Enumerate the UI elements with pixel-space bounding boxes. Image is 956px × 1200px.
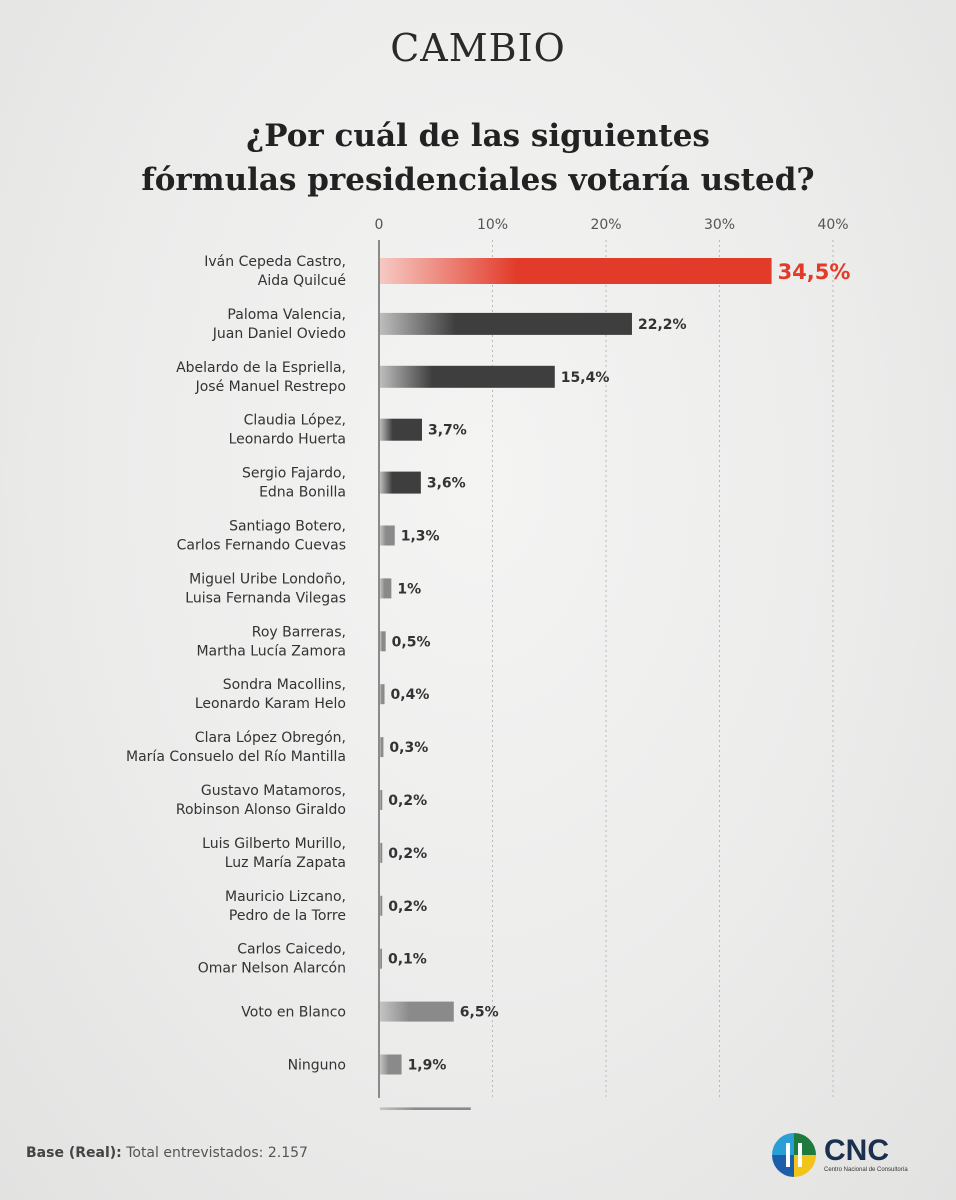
- bar-chart: 0 10% 20% 30% 40% 34,5% Iván Cepeda Castro, Aid…: [126, 217, 851, 1110]
- x-tick-label: 30%: [704, 217, 735, 233]
- category-label: Juan Daniel Oviedo: [212, 326, 346, 342]
- value-label: 1%: [397, 581, 421, 597]
- bar: [380, 895, 383, 916]
- bar: [380, 418, 422, 441]
- value-label: 34,5%: [778, 260, 851, 284]
- bar: [380, 948, 382, 969]
- category-label: Miguel Uribe Londoño,: [189, 571, 346, 587]
- value-label: 22,2%: [638, 317, 687, 333]
- bar: [380, 312, 632, 335]
- chart-title-line-2: fórmulas presidenciales votaría usted?: [141, 162, 815, 198]
- category-label: Luz María Zapata: [225, 855, 346, 871]
- value-label: 1,9%: [408, 1058, 447, 1074]
- cnc-logo: CNC Centro Nacional de Consultoría: [772, 1130, 908, 1180]
- chart-title-line-1: ¿Por cuál de las siguientes: [246, 118, 710, 154]
- cnc-logo-subtitle: Centro Nacional de Consultoría: [824, 1167, 908, 1173]
- category-label: Aida Quilcué: [258, 273, 346, 289]
- category-label: Leonardo Huerta: [229, 432, 346, 448]
- category-label: Mauricio Lizcano,: [225, 889, 346, 905]
- category-label: Santiago Botero,: [229, 519, 346, 535]
- value-label: 3,7%: [428, 423, 467, 439]
- category-label: Paloma Valencia,: [227, 307, 346, 323]
- value-label: 1,3%: [401, 529, 440, 545]
- bar: [380, 631, 386, 652]
- bar: [380, 258, 772, 284]
- bar: [380, 842, 383, 863]
- category-label: Omar Nelson Alarcón: [198, 961, 346, 977]
- category-label: Edna Bonilla: [259, 485, 346, 501]
- bar: [380, 737, 384, 758]
- category-label: Leonardo Karam Helo: [195, 696, 346, 712]
- category-label: Abelardo de la Espriella,: [176, 360, 346, 376]
- category-label: Carlos Caicedo,: [237, 942, 346, 958]
- category-label: Clara López Obregón,: [195, 730, 346, 746]
- brand-logo-text: CAMBIO: [390, 26, 566, 70]
- category-label: Iván Cepeda Castro,: [204, 254, 346, 270]
- value-label: 0,4%: [391, 687, 430, 703]
- bar: [380, 365, 555, 388]
- base-label: Base (Real):: [26, 1145, 122, 1161]
- x-tick-label: 10%: [477, 217, 508, 233]
- category-label: Pedro de la Torre: [229, 908, 346, 924]
- category-label: Luisa Fernanda Vilegas: [185, 590, 346, 606]
- x-tick-label: 40%: [817, 217, 848, 233]
- value-label: 0,3%: [389, 740, 428, 756]
- footer-base-note: Base (Real): Total entrevistados: 2.157: [26, 1145, 308, 1161]
- value-label: 0,1%: [388, 952, 427, 968]
- value-label: 6,5%: [460, 1005, 499, 1021]
- chart-title: ¿Por cuál de las siguientes fórmulas pre…: [0, 114, 956, 202]
- x-tick-label: 20%: [590, 217, 621, 233]
- value-label: 0,2%: [388, 846, 427, 862]
- category-label: María Consuelo del Río Mantilla: [126, 749, 346, 765]
- category-label: Voto en Blanco: [241, 1005, 346, 1021]
- bar: [380, 684, 385, 705]
- value-label: 0,5%: [392, 634, 431, 650]
- value-label: 3,6%: [427, 476, 466, 492]
- value-label: 0,2%: [388, 899, 427, 915]
- cnc-logo-name: CNC: [824, 1134, 889, 1167]
- bar: [380, 471, 421, 494]
- category-label: Robinson Alonso Giraldo: [176, 802, 346, 818]
- base-text: Total entrevistados: 2.157: [126, 1145, 308, 1161]
- x-tick-label: 0: [375, 217, 384, 233]
- value-label: 15,4%: [561, 370, 610, 386]
- category-label: José Manuel Restrepo: [195, 379, 346, 395]
- bar: [380, 1054, 402, 1075]
- category-label: Gustavo Matamoros,: [201, 783, 346, 799]
- bar: [380, 790, 383, 810]
- value-label: 0,2%: [388, 793, 427, 809]
- category-label: Claudia López,: [244, 413, 346, 429]
- cnc-logo-icon: [772, 1133, 816, 1177]
- category-label: Sergio Fajardo,: [242, 466, 346, 482]
- category-label: Sondra Macollins,: [223, 677, 346, 693]
- category-label: Luis Gilberto Murillo,: [202, 836, 346, 852]
- bar: [380, 1107, 471, 1110]
- bar: [380, 525, 395, 546]
- category-label: Roy Barreras,: [252, 624, 346, 640]
- bar: [380, 1001, 454, 1022]
- category-label: Ninguno: [288, 1058, 346, 1074]
- category-label: Carlos Fernando Cuevas: [177, 538, 346, 554]
- category-label: Martha Lucía Zamora: [196, 643, 346, 659]
- bar: [380, 578, 392, 599]
